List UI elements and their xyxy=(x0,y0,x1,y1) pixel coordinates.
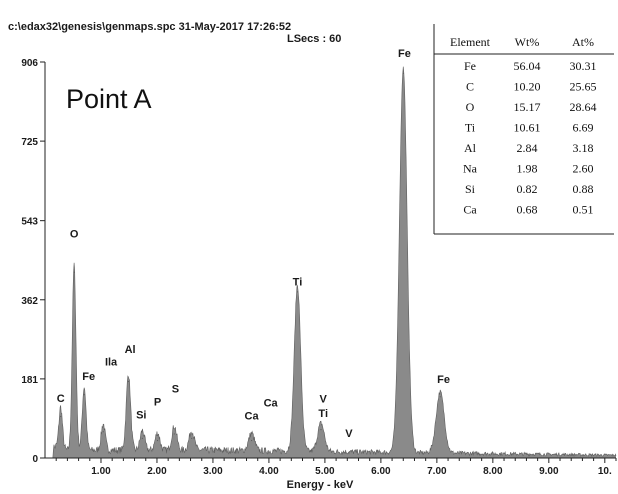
table-cell: 3.18 xyxy=(573,141,594,155)
table-cell: 2.60 xyxy=(573,162,594,176)
file-header: c:\edax32\genesis\genmaps.spc 31-May-201… xyxy=(8,21,291,33)
peak-point xyxy=(60,415,62,418)
y-tick-label: 362 xyxy=(21,296,38,307)
table-row: Al 2.84 3.18 xyxy=(464,141,594,155)
peak-point xyxy=(250,439,253,442)
lsecs-header: LSecs : 60 xyxy=(287,33,341,45)
peak-label: Si xyxy=(136,410,146,422)
x-tick-label: 2.00 xyxy=(147,466,167,477)
y-tick-label: 181 xyxy=(21,375,38,386)
peak-label: Ti xyxy=(318,408,328,420)
table-cell: O xyxy=(466,100,475,114)
table-header-cell: At% xyxy=(572,35,594,49)
peak-point xyxy=(296,291,299,293)
table-header-row: Element Wt% At% xyxy=(450,35,594,49)
x-tick-label: 6.00 xyxy=(371,466,391,477)
peak-label: Al xyxy=(125,344,136,356)
table-cell: Al xyxy=(464,141,477,155)
x-tick-label: 1.00 xyxy=(91,466,111,477)
peak-point xyxy=(191,437,193,439)
table-cell: 25.65 xyxy=(570,80,597,94)
peak-point xyxy=(127,380,130,383)
x-ticks: 1.00 2.00 3.00 4.00 5.00 6.00 7.00 8.00 9.00 10. xyxy=(55,458,617,477)
table-cell: 1.98 xyxy=(517,162,538,176)
peak-point xyxy=(141,437,144,439)
peak-point xyxy=(83,394,85,396)
table-cell: 15.17 xyxy=(514,100,541,114)
table-cell: 6.69 xyxy=(573,121,594,135)
y-tick-label: 0 xyxy=(32,454,38,465)
x-axis-label: Energy - keV xyxy=(287,479,354,491)
table-row: C 10.20 25.65 xyxy=(466,80,597,94)
table-row: O 15.17 28.64 xyxy=(466,100,597,114)
peak-label: S xyxy=(172,383,179,395)
table-cell: 0.51 xyxy=(573,203,594,217)
peak-label: O xyxy=(70,228,79,240)
peak-label: Fe xyxy=(398,48,411,60)
table-cell: 10.61 xyxy=(514,121,541,135)
x-tick-label: 5.00 xyxy=(315,466,335,477)
peak-label: Fe xyxy=(82,371,95,383)
table-cell: 10.20 xyxy=(514,80,541,94)
spectrum-outline xyxy=(51,66,617,459)
table-cell: Si xyxy=(465,182,476,196)
peak-label: Fe xyxy=(437,374,450,386)
peak-label: Ca xyxy=(245,411,260,423)
table-cell: C xyxy=(466,80,474,94)
peak-label: V xyxy=(320,393,328,405)
x-tick-label: 7.00 xyxy=(427,466,447,477)
peak-label: V xyxy=(345,428,353,440)
table-cell: 28.64 xyxy=(570,100,597,114)
table-background xyxy=(434,24,614,234)
peak-label: Ila xyxy=(105,356,118,368)
table-cell: Ca xyxy=(463,203,477,217)
point-annotation: Point A xyxy=(66,84,152,114)
spectrum-layer xyxy=(51,66,617,459)
y-tick-label: 725 xyxy=(21,137,38,148)
peak-point xyxy=(156,439,159,442)
table-row: Ca 0.68 0.51 xyxy=(463,203,593,217)
x-tick-label: 8.00 xyxy=(483,466,503,477)
y-tick-label: 906 xyxy=(21,58,38,69)
peak-label: Ti xyxy=(293,276,303,288)
table-header-cell: Wt% xyxy=(515,35,540,49)
table-row: Ti 10.61 6.69 xyxy=(465,121,594,135)
peak-label: Ca xyxy=(264,397,279,409)
table-cell: 0.88 xyxy=(573,182,594,196)
table-cell: Na xyxy=(463,162,478,176)
peak-point xyxy=(173,433,175,435)
peak-point xyxy=(439,396,441,398)
x-tick-label: 9.00 xyxy=(539,466,559,477)
table-cell: 56.04 xyxy=(514,59,541,73)
peak-point xyxy=(320,428,322,431)
table-cell: 0.68 xyxy=(517,203,538,217)
peak-labels: C O Fe Ila Al Si PS Ca Ca Ti V Ti V Fe Fe xyxy=(57,48,450,440)
table-row: Si 0.82 0.88 xyxy=(465,182,594,196)
table-row: Na 1.98 2.60 xyxy=(463,162,594,176)
peak-label: C xyxy=(57,393,65,405)
table-cell: 2.84 xyxy=(517,141,538,155)
composition-table: Element Wt% At% Fe 56.04 30.31 C 10.20 25.65 O 15… xyxy=(433,24,614,235)
peak-label: P xyxy=(154,397,161,409)
peak-point xyxy=(73,271,75,273)
table-cell: 30.31 xyxy=(570,59,597,73)
table-header-cell: Element xyxy=(450,35,491,49)
x-tick-label: 10. xyxy=(598,466,612,477)
y-ticks: 0 181 362 543 725 906 xyxy=(21,58,45,465)
table-cell: 0.82 xyxy=(517,182,538,196)
x-tick-label: 3.00 xyxy=(203,466,223,477)
x-tick-label: 4.00 xyxy=(259,466,279,477)
table-body: Fe 56.04 30.31 C 10.20 25.65 O 15.17 28.64 Ti 10.6… xyxy=(463,59,597,217)
peak-point xyxy=(102,431,104,433)
table-cell: Fe xyxy=(464,59,476,73)
y-tick-label: 543 xyxy=(21,217,38,228)
table-row: Fe 56.04 30.31 xyxy=(464,59,597,73)
table-cell: Ti xyxy=(465,121,476,135)
peak-point xyxy=(402,72,404,74)
